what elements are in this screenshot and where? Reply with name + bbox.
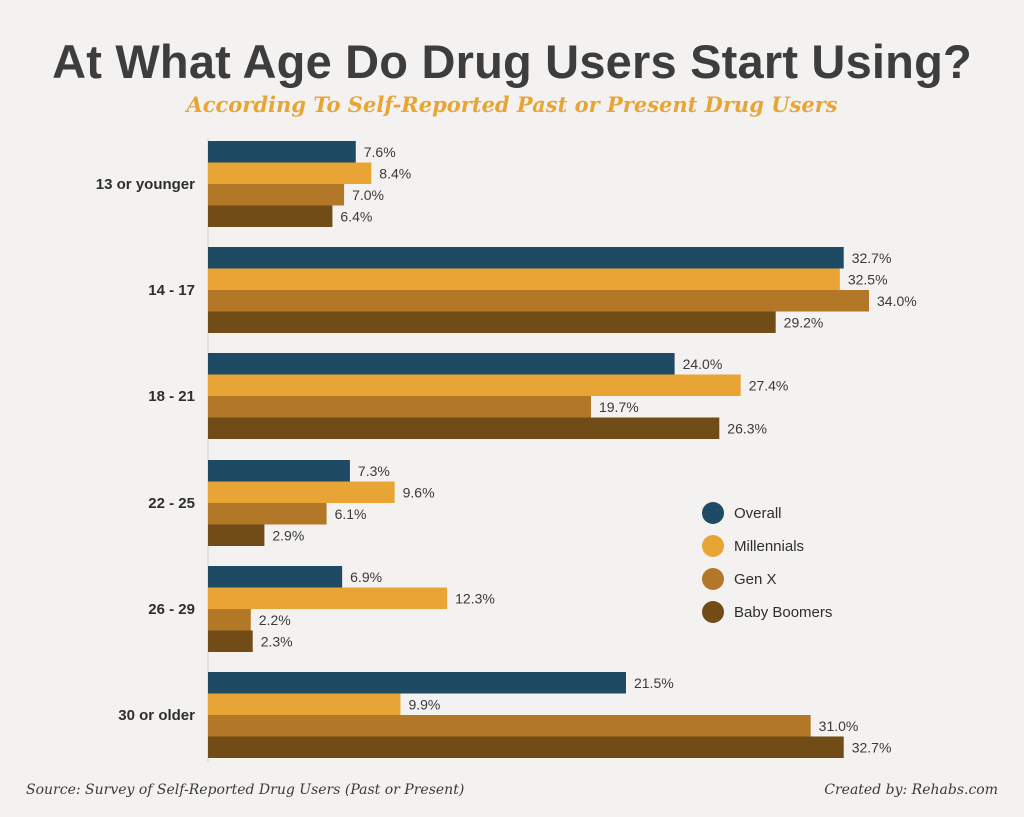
bar	[208, 715, 811, 737]
bar	[208, 609, 251, 631]
bar	[208, 311, 776, 333]
bar	[208, 268, 840, 290]
legend-label: Gen X	[734, 571, 777, 588]
bar	[208, 353, 675, 375]
data-label: 2.3%	[261, 633, 293, 649]
bar	[208, 460, 350, 482]
data-label: 32.7%	[852, 739, 892, 755]
data-label: 34.0%	[877, 293, 917, 309]
bar	[208, 672, 626, 694]
data-label: 7.6%	[364, 144, 396, 160]
data-label: 8.4%	[379, 165, 411, 181]
data-label: 32.7%	[852, 250, 892, 266]
legend-swatch	[702, 601, 724, 623]
data-label: 2.2%	[259, 612, 291, 628]
data-label: 31.0%	[819, 718, 859, 734]
data-label: 7.0%	[352, 187, 384, 203]
bar	[208, 481, 395, 503]
data-label: 9.6%	[403, 484, 435, 500]
bar	[208, 693, 401, 715]
bar	[208, 587, 448, 609]
category-label: 13 or younger	[96, 176, 195, 193]
legend-label: Millennials	[734, 538, 804, 555]
data-label: 6.9%	[350, 569, 382, 585]
bar	[208, 524, 265, 546]
data-label: 19.7%	[599, 399, 639, 415]
category-label: 14 - 17	[148, 282, 195, 299]
credit-note: Created by: Rehabs.com	[824, 782, 998, 798]
bar	[208, 396, 591, 418]
bar	[208, 630, 253, 652]
data-label: 24.0%	[683, 356, 723, 372]
category-label: 26 - 29	[148, 601, 195, 618]
data-label: 27.4%	[749, 377, 789, 393]
legend-swatch	[702, 535, 724, 557]
category-label: 18 - 21	[148, 388, 195, 405]
data-label: 32.5%	[848, 271, 888, 287]
bar	[208, 205, 333, 227]
data-label: 29.2%	[784, 314, 824, 330]
bar	[208, 417, 720, 439]
bar	[208, 184, 345, 206]
bar	[208, 162, 372, 184]
data-label: 9.9%	[408, 696, 440, 712]
chart-title: At What Age Do Drug Users Start Using?	[52, 35, 972, 88]
chart-subtitle: According To Self-Reported Past or Prese…	[186, 92, 838, 117]
data-label: 2.9%	[272, 527, 304, 543]
category-label: 22 - 25	[148, 495, 195, 512]
bar	[208, 503, 327, 525]
bar	[208, 736, 844, 758]
category-label: 30 or older	[118, 707, 195, 724]
legend-swatch	[702, 502, 724, 524]
legend-label: Overall	[734, 505, 782, 522]
data-label: 21.5%	[634, 675, 674, 691]
data-label: 7.3%	[358, 463, 390, 479]
source-note: Source: Survey of Self-Reported Drug Use…	[26, 782, 465, 798]
data-label: 12.3%	[455, 590, 495, 606]
legend-label: Baby Boomers	[734, 604, 832, 621]
data-label: 6.1%	[335, 506, 367, 522]
bar	[208, 290, 869, 312]
data-label: 26.3%	[727, 420, 767, 436]
bar	[208, 247, 844, 269]
bar	[208, 566, 343, 588]
bar	[208, 141, 356, 163]
data-label: 6.4%	[340, 208, 372, 224]
legend-swatch	[702, 568, 724, 590]
bar	[208, 374, 741, 396]
